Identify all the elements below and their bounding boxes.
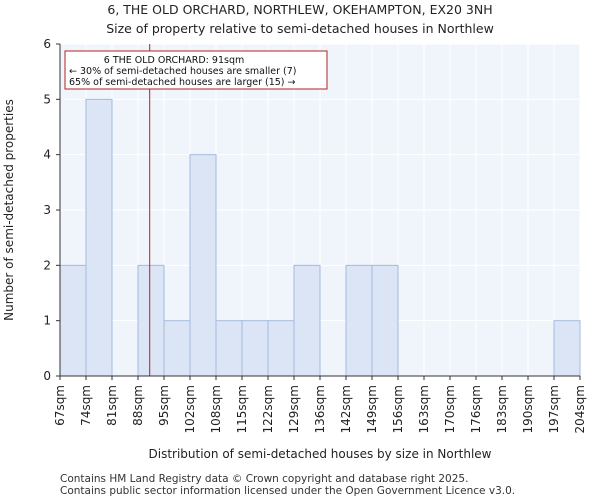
x-tick-label: 102sqm (183, 385, 197, 433)
x-tick-label: 149sqm (365, 385, 379, 433)
annotation-box: 6 THE OLD ORCHARD: 91sqm← 30% of semi-de… (64, 50, 328, 90)
histogram-bar (163, 320, 191, 377)
y-tick-label: 4 (43, 148, 51, 162)
footer-copyright: Contains HM Land Registry data © Crown c… (60, 473, 469, 485)
y-tick-label: 2 (43, 258, 51, 272)
histogram-bar (137, 264, 165, 377)
histogram-bar (371, 264, 399, 377)
bars (59, 98, 581, 377)
x-tick-label: 129sqm (287, 385, 301, 433)
annotation-title: 6 THE OLD ORCHARD: 91sqm (104, 55, 244, 66)
x-tick-label: 108sqm (209, 385, 223, 433)
tick-labels: 0 1 2 3 4 5 6 67sqm 74sqm 81sqm 88sqm 95sqm 102sqm 10… (43, 37, 587, 433)
y-tick-label: 0 (43, 369, 51, 383)
y-tick-label: 1 (43, 314, 51, 328)
histogram-chart: 0 1 2 3 4 5 6 67sqm 74sqm 81sqm 88sqm 95sqm 102sqm 10… (2, 37, 587, 461)
y-tick-label: 3 (43, 203, 51, 217)
histogram-bar (241, 320, 269, 377)
x-tick-label: 122sqm (261, 385, 275, 433)
histogram-bar (215, 320, 243, 377)
annotation-frame (64, 50, 328, 90)
footer-licence: Contains public sector information licen… (60, 485, 516, 497)
x-tick-label: 115sqm (235, 385, 249, 433)
x-tick-label: 163sqm (417, 385, 431, 433)
histogram-bar (85, 98, 113, 377)
x-tick-label: 183sqm (495, 385, 509, 433)
histogram-bar (267, 320, 295, 377)
histogram-bar (59, 264, 87, 377)
histogram-bar (345, 264, 373, 377)
x-tick-label: 190sqm (521, 385, 535, 433)
x-tick-label: 88sqm (131, 385, 145, 426)
x-tick-label: 142sqm (339, 385, 353, 433)
histogram-bar (553, 320, 581, 377)
x-tick-label: 81sqm (105, 385, 119, 426)
x-tick-label: 156sqm (391, 385, 405, 433)
y-tick-label: 6 (43, 37, 51, 51)
annotation-larger: 65% of semi-detached houses are larger (… (69, 77, 296, 88)
histogram-bar (293, 264, 321, 377)
histogram-bar (189, 154, 217, 377)
chart-title-address: 6, THE OLD ORCHARD, NORTHLEW, OKEHAMPTON… (107, 2, 493, 17)
chart-subtitle: Size of property relative to semi-detach… (106, 21, 494, 36)
x-axis-title: Distribution of semi-detached houses by … (149, 447, 492, 461)
x-tick-label: 95sqm (157, 385, 171, 426)
annotation-smaller: ← 30% of semi-detached houses are smalle… (69, 66, 297, 77)
x-tick-label: 67sqm (53, 385, 67, 426)
axes (56, 43, 581, 380)
x-tick-label: 176sqm (469, 385, 483, 433)
x-tick-label: 197sqm (547, 385, 561, 433)
x-tick-label: 136sqm (313, 385, 327, 433)
x-tick-label: 74sqm (79, 385, 93, 426)
y-axis-title: Number of semi-detached properties (2, 99, 16, 321)
y-tick-label: 5 (43, 92, 51, 106)
x-tick-label: 204sqm (573, 385, 587, 433)
x-tick-label: 170sqm (443, 385, 457, 433)
